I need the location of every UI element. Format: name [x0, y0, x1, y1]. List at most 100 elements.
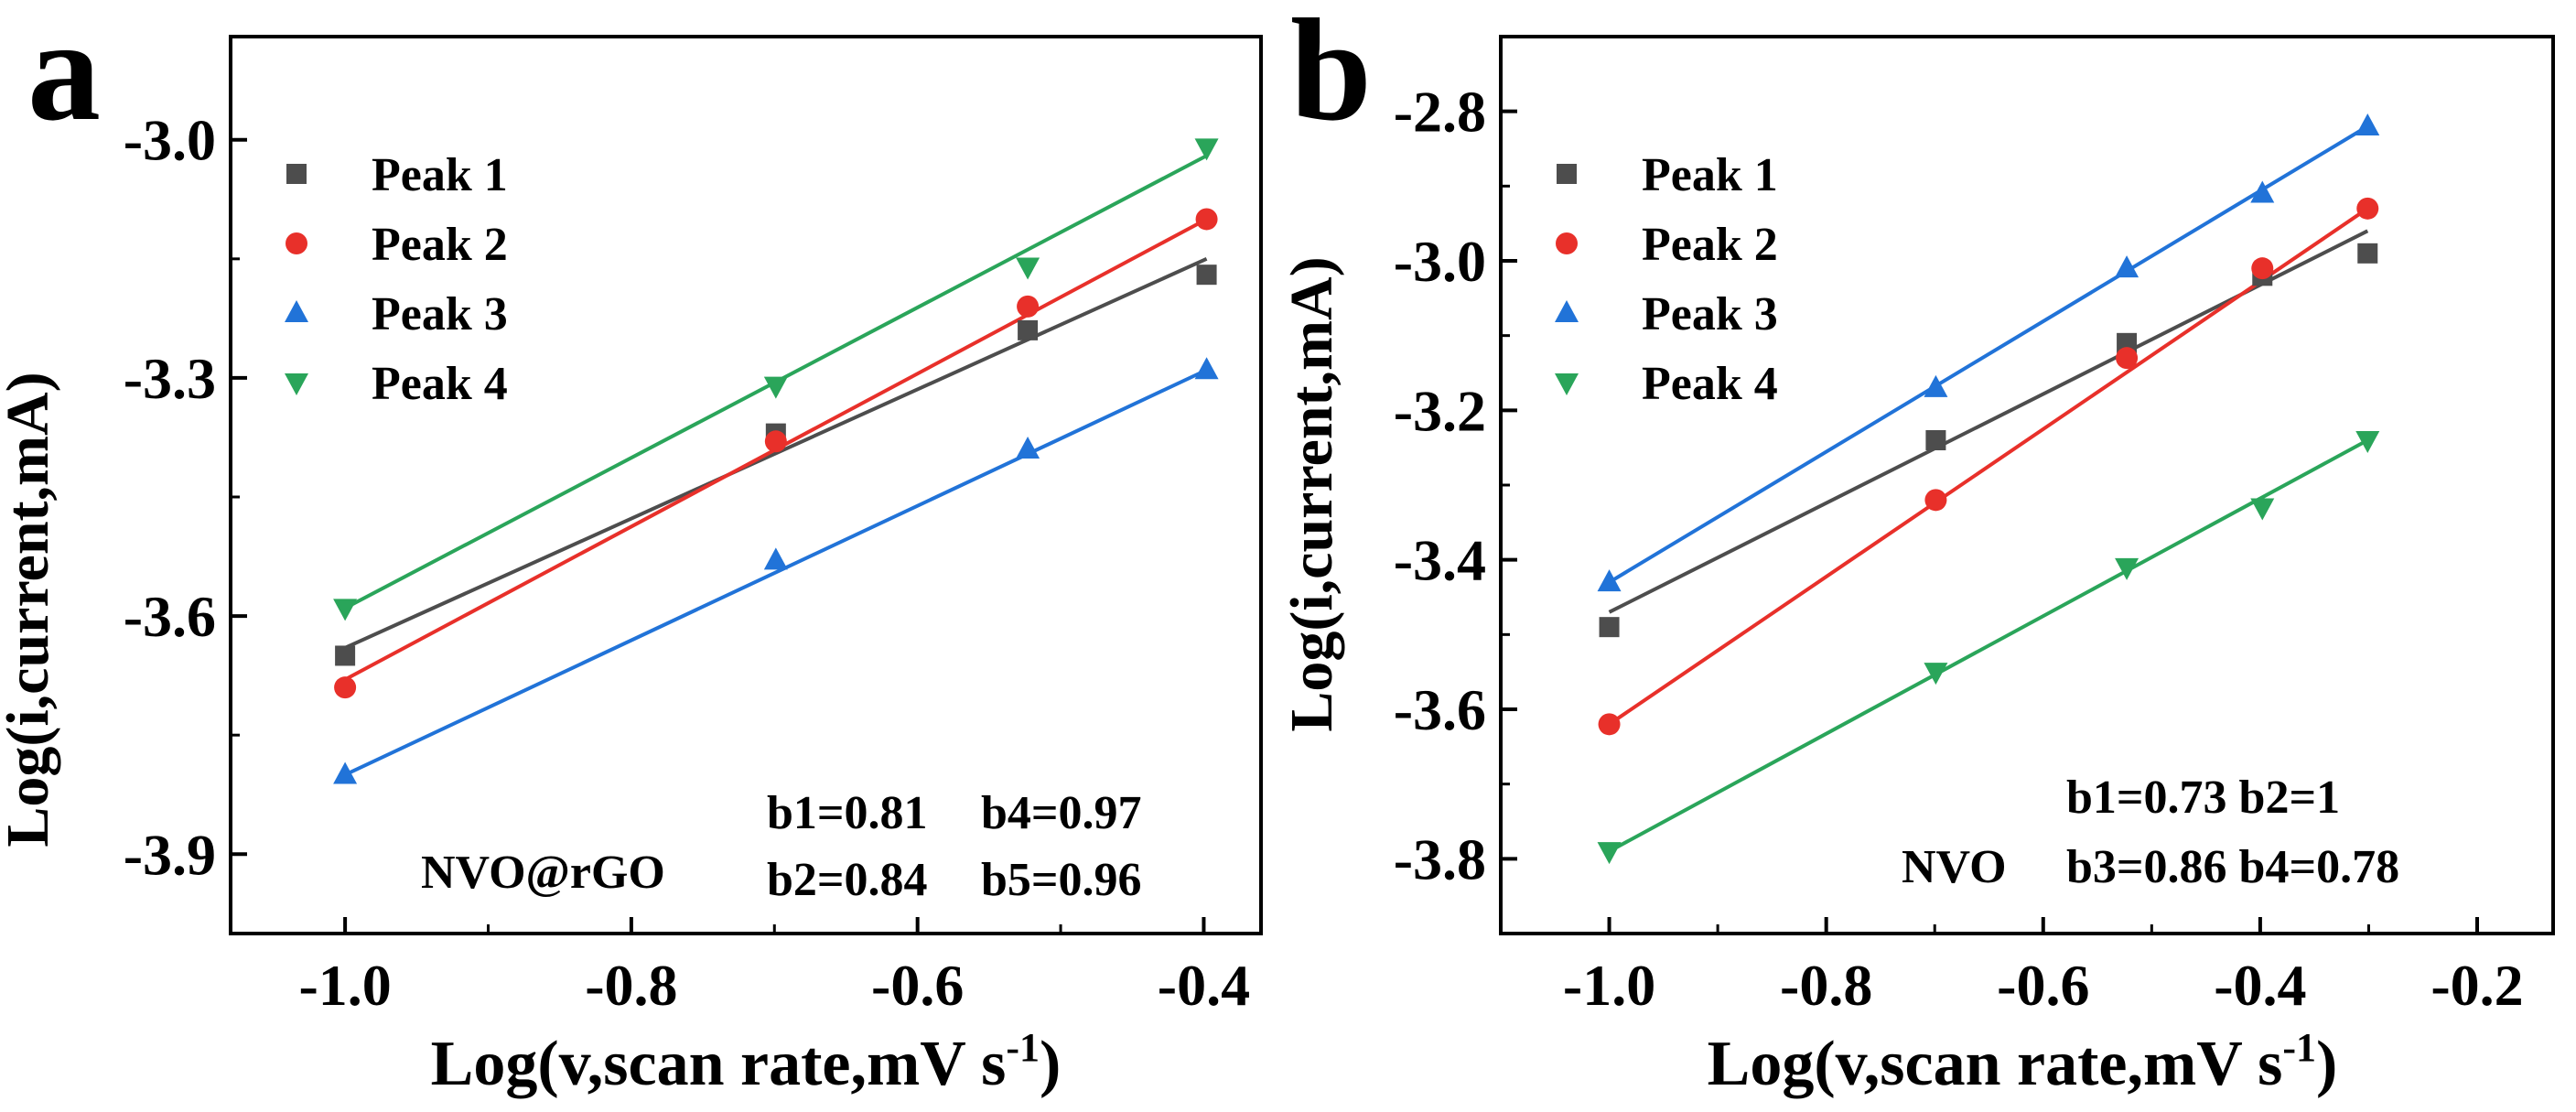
y-axis-label: Log(i,current,mA) — [1278, 256, 1345, 731]
data-point-peak-2 — [1195, 208, 1218, 231]
x-tick-label: -0.6 — [871, 953, 964, 1018]
x-tick-label: -1.0 — [298, 953, 391, 1018]
legend-marker-peak-2 — [286, 232, 307, 254]
x-tick-label: -0.4 — [1158, 953, 1250, 1018]
sample-name-label: NVO@rGO — [421, 847, 665, 899]
axis-ticks: -1.0 -0.8 -0.6 -0.4 -3.9 -3.6 -3.3 -3.0 — [124, 108, 1250, 1018]
y-tick-label: -3.9 — [124, 822, 216, 887]
data-point-peak-3 — [2355, 113, 2380, 135]
panel-letter: a — [27, 0, 101, 151]
data-point-peak-2 — [1598, 713, 1621, 736]
x-tick-label: -0.8 — [1780, 953, 1872, 1018]
x-axis-label: Log(v,scan rate,mV s-1) — [431, 1025, 1062, 1099]
panel-a: a -1.0 -0.8 -0.6 -0.4 -3.9 -3.6 -3.3 -3.0 Peak … — [0, 0, 1263, 1099]
legend-marker-peak-4 — [285, 373, 308, 395]
y-tick-label: -3.3 — [124, 346, 216, 411]
data-points — [1597, 113, 2380, 865]
data-point-peak-3 — [2115, 255, 2139, 278]
plot-frame — [229, 35, 1263, 935]
legend-marker-peak-1 — [286, 164, 307, 184]
data-point-peak-3 — [1194, 357, 1219, 380]
legend-label-peak-4: Peak 4 — [1642, 358, 1778, 410]
y-tick-label: -3.2 — [1394, 378, 1486, 443]
data-point-peak-1 — [2117, 332, 2138, 353]
x-tick-label: -0.4 — [2214, 953, 2306, 1018]
y-tick-label: -3.4 — [1394, 528, 1486, 593]
data-point-peak-2 — [1924, 489, 1947, 512]
fit-line-peak-3 — [344, 368, 1208, 777]
legend-marker-peak-3 — [1555, 300, 1579, 322]
data-point-peak-2 — [1017, 295, 1040, 318]
legend: Peak 1 Peak 2 Peak 3 Peak 4 — [1555, 149, 1778, 410]
data-point-peak-1 — [2357, 243, 2378, 264]
data-point-peak-4 — [333, 599, 358, 621]
y-tick-label: -2.8 — [1394, 80, 1486, 145]
data-point-peak-4 — [2250, 498, 2275, 521]
fit-line-peak-2 — [1608, 207, 2369, 726]
b-value-b5: b5=0.96 — [981, 854, 1142, 906]
panel-b: b -1.0 -0.8 -0.6 -0.4 -0.2 -3.8 -3.6 -3.4 -3.2 -3… — [1278, 0, 2555, 1099]
x-tick-label: -0.2 — [2430, 953, 2523, 1018]
x-axis-label-main: Log(v,scan rate,mV s — [431, 1029, 1007, 1099]
y-tick-label: -3.6 — [1394, 677, 1486, 742]
y-tick-label: -3.6 — [124, 584, 216, 649]
data-point-peak-3 — [1597, 569, 1622, 592]
legend-label-peak-4: Peak 4 — [372, 358, 508, 410]
data-point-peak-2 — [2251, 257, 2274, 280]
legend-label-peak-2: Peak 2 — [1642, 219, 1778, 271]
x-tick-label: -0.6 — [1997, 953, 2089, 1018]
data-point-peak-4 — [2115, 557, 2139, 580]
data-point-peak-2 — [2356, 197, 2379, 220]
axis-ticks: -1.0 -0.8 -0.6 -0.4 -0.2 -3.8 -3.6 -3.4 -3.2 -3.0… — [1394, 80, 2524, 1018]
data-point-peak-1 — [335, 645, 356, 666]
data-point-peak-4 — [1016, 257, 1040, 280]
data-point-peak-1 — [1018, 319, 1039, 340]
y-tick-label: -3.0 — [124, 108, 216, 173]
b-value-b1: b1=0.81 — [767, 787, 928, 839]
b-value-b4: b4=0.97 — [981, 787, 1142, 839]
x-axis-label-end: ) — [2316, 1029, 2337, 1099]
data-point-peak-1 — [1925, 430, 1946, 450]
data-point-peak-3 — [2250, 180, 2275, 203]
legend-label-peak-1: Peak 1 — [372, 149, 508, 201]
data-point-peak-2 — [764, 430, 787, 453]
data-point-peak-1 — [1196, 265, 1217, 286]
x-axis-label-end: ) — [1040, 1029, 1061, 1099]
data-point-peak-3 — [333, 761, 358, 784]
legend-marker-peak-1 — [1557, 164, 1577, 184]
y-tick-label: -3.8 — [1394, 826, 1486, 891]
data-point-peak-4 — [1597, 842, 1622, 865]
legend-label-peak-3: Peak 3 — [372, 288, 508, 340]
fit-line-peak-3 — [1608, 124, 2369, 584]
x-tick-label: -0.8 — [585, 953, 677, 1018]
data-point-peak-4 — [1924, 663, 1948, 686]
legend-label-peak-3: Peak 3 — [1642, 288, 1778, 340]
legend: Peak 1 Peak 2 Peak 3 Peak 4 — [285, 149, 508, 410]
x-axis-label-sup: -1 — [2282, 1025, 2316, 1070]
data-point-peak-3 — [1016, 436, 1040, 459]
legend-marker-peak-4 — [1555, 373, 1579, 395]
b-value-b2: b2=0.84 — [767, 854, 928, 906]
y-axis-label: Log(i,current,mA) — [0, 372, 61, 847]
legend-marker-peak-3 — [285, 300, 308, 322]
fit-line-peak-4 — [1608, 438, 2369, 853]
data-point-peak-4 — [2355, 431, 2380, 453]
x-axis-label-sup: -1 — [1006, 1025, 1040, 1070]
data-point-peak-1 — [1599, 617, 1620, 638]
data-point-peak-4 — [1194, 138, 1219, 161]
data-point-peak-4 — [763, 376, 788, 399]
data-point-peak-2 — [2116, 347, 2139, 370]
b-value-b3-b4: b3=0.86 b4=0.78 — [2066, 841, 2399, 893]
panel-letter: b — [1290, 0, 1372, 151]
y-tick-label: -3.0 — [1394, 229, 1486, 294]
sample-name-label: NVO — [1902, 841, 2007, 893]
x-tick-label: -1.0 — [1563, 953, 1655, 1018]
fit-lines — [1608, 124, 2369, 853]
legend-label-peak-2: Peak 2 — [372, 219, 508, 271]
data-point-peak-3 — [1924, 374, 1948, 397]
legend-marker-peak-2 — [1556, 232, 1578, 254]
x-axis-label-main: Log(v,scan rate,mV s — [1708, 1029, 2283, 1099]
data-points — [333, 138, 1219, 784]
data-point-peak-3 — [763, 547, 788, 570]
